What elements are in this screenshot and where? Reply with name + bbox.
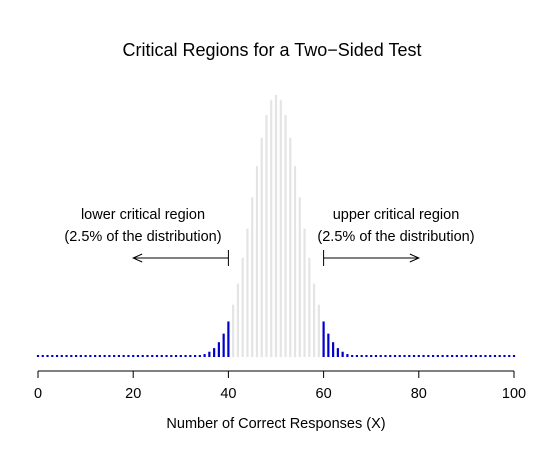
x-tick-label: 40 bbox=[220, 386, 236, 402]
annotation-lower-line-0: lower critical region bbox=[81, 207, 205, 223]
x-axis: 0 20 40 60 80 100 bbox=[34, 371, 526, 402]
annotation-upper-line-1: (2.5% of the distribution) bbox=[317, 229, 474, 245]
x-tick-label: 0 bbox=[34, 386, 42, 402]
annotations-group: lower critical region (2.5% of the distri… bbox=[64, 207, 474, 266]
annotation-lower-line-1: (2.5% of the distribution) bbox=[64, 229, 221, 245]
x-tick-label: 80 bbox=[411, 386, 427, 402]
x-axis-label: Number of Correct Responses (X) bbox=[166, 416, 385, 432]
x-tick-label: 20 bbox=[125, 386, 141, 402]
annotation-upper-line-0: upper critical region bbox=[333, 207, 460, 223]
bars-group bbox=[38, 95, 514, 357]
chart-title: Critical Regions for a Two−Sided Test bbox=[123, 40, 422, 60]
x-tick-label: 100 bbox=[502, 386, 526, 402]
x-tick-label: 60 bbox=[316, 386, 332, 402]
